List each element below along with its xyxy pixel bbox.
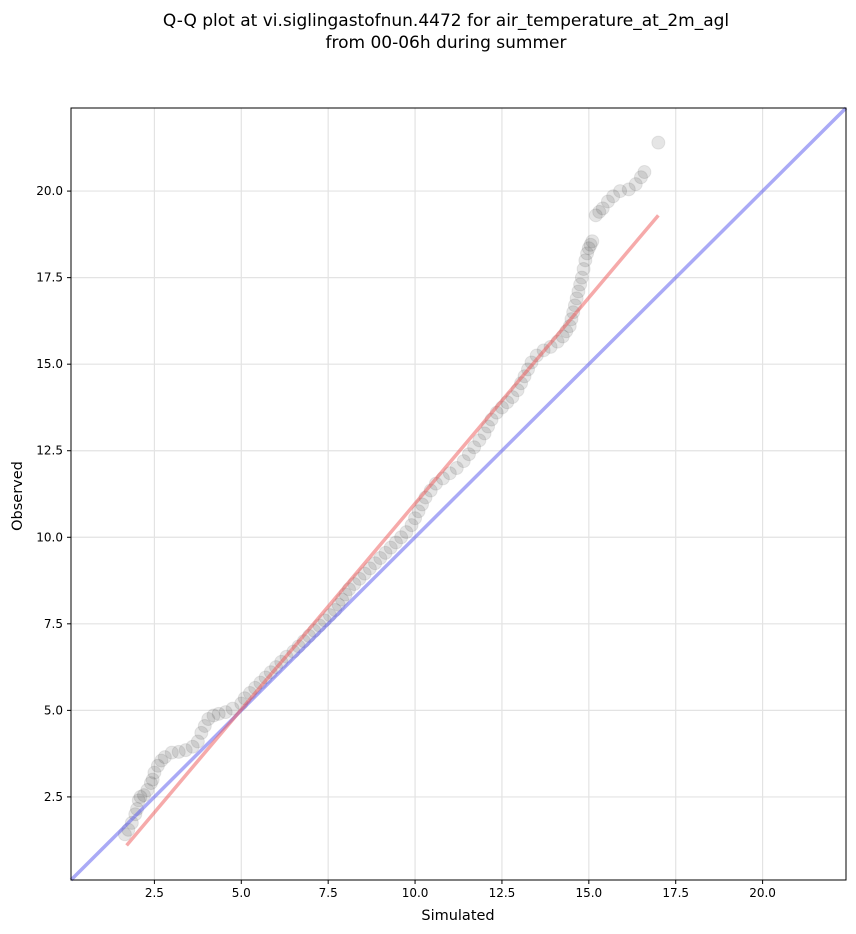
chart-title-line-2: from 00-06h during summer: [326, 33, 567, 53]
data-point: [124, 815, 139, 830]
data-point: [404, 518, 419, 533]
data-point: [383, 540, 398, 555]
data-point: [651, 135, 666, 150]
y-tick-label: 20.0: [36, 184, 63, 198]
data-point: [456, 454, 471, 469]
data-point: [461, 447, 476, 462]
x-tick-label: 20.0: [749, 886, 776, 900]
data-point: [583, 237, 598, 252]
data-point: [472, 433, 487, 448]
y-tick-label: 17.5: [36, 271, 63, 285]
x-axis-label: Simulated: [421, 908, 494, 924]
data-point: [362, 561, 377, 576]
data-point: [218, 705, 233, 720]
data-point: [477, 426, 492, 441]
data-point: [185, 739, 200, 754]
data-point: [588, 208, 603, 223]
data-point: [171, 744, 186, 759]
data-point: [131, 793, 146, 808]
data-point: [140, 782, 155, 797]
data-point: [569, 291, 584, 306]
y-tick-label: 10.0: [36, 530, 63, 544]
x-tick-label: 7.5: [319, 886, 338, 900]
data-point: [399, 525, 414, 540]
y-tick-label: 12.5: [36, 444, 63, 458]
data-point: [154, 753, 169, 768]
data-point: [225, 701, 240, 716]
y-tick-label: 2.5: [44, 790, 63, 804]
data-point: [157, 750, 172, 765]
data-point: [394, 530, 409, 545]
data-point: [580, 246, 595, 261]
data-point: [178, 743, 193, 758]
data-point: [408, 511, 423, 526]
data-point: [576, 261, 591, 276]
data-point: [190, 734, 205, 749]
x-tick-label: 17.5: [662, 886, 689, 900]
y-tick-label: 5.0: [44, 703, 63, 717]
data-point: [197, 718, 212, 733]
x-tick-label: 15.0: [575, 886, 602, 900]
scatter-points: [117, 135, 666, 842]
data-point: [571, 284, 586, 299]
data-point: [595, 201, 610, 216]
x-tick-label: 2.5: [145, 886, 164, 900]
axis-ticks: 2.5 5.0 7.5 10.0 12.5 15.0 17.5 20.0 2.5 5.0 7.5 10…: [36, 184, 776, 900]
data-point: [621, 182, 636, 197]
data-point: [592, 204, 607, 219]
data-point: [136, 788, 151, 803]
data-point: [600, 194, 615, 209]
data-point: [147, 765, 162, 780]
data-point: [606, 189, 621, 204]
data-point: [206, 708, 221, 723]
data-point: [373, 551, 388, 566]
data-point: [194, 725, 209, 740]
plot-area-frame: [70, 107, 847, 881]
x-tick-label: 12.5: [489, 886, 516, 900]
reference-line-1to1: [69, 106, 848, 882]
data-point: [574, 270, 589, 285]
regression-fit-line: [125, 214, 660, 847]
data-point: [613, 184, 628, 199]
data-point: [573, 277, 588, 292]
data-point: [585, 234, 600, 249]
x-tick-label: 10.0: [402, 886, 429, 900]
data-point: [378, 545, 393, 560]
data-point: [442, 466, 457, 481]
data-point: [143, 776, 158, 791]
data-point: [449, 461, 464, 476]
y-tick-label: 7.5: [44, 617, 63, 631]
data-point: [211, 706, 226, 721]
data-point: [388, 535, 403, 550]
data-point: [368, 556, 383, 571]
y-tick-label: 15.0: [36, 357, 63, 371]
data-point: [201, 712, 216, 727]
data-point: [133, 789, 148, 804]
data-point: [637, 165, 652, 180]
data-point: [628, 177, 643, 192]
chart-title-line-1: Q-Q plot at vi.siglingastofnun.4472 for …: [163, 11, 729, 31]
data-point: [467, 440, 482, 455]
data-point: [633, 170, 648, 185]
data-point: [164, 745, 179, 760]
y-axis-label: Observed: [10, 461, 26, 531]
x-tick-label: 5.0: [232, 886, 251, 900]
data-point: [581, 241, 596, 256]
data-point: [411, 504, 426, 519]
reference-lines: [69, 106, 848, 882]
data-point: [145, 772, 160, 787]
data-point: [150, 758, 165, 773]
data-point: [578, 253, 593, 268]
